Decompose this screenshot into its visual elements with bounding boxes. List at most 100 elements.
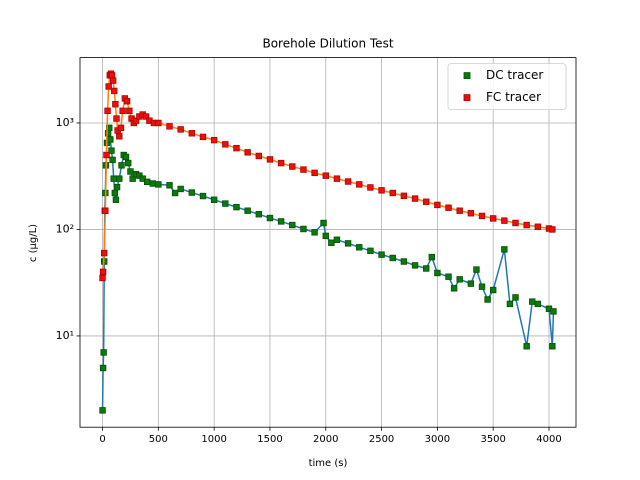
marker [320,219,327,227]
marker [199,192,207,200]
plot-area [99,70,557,414]
marker [266,156,274,163]
marker [489,215,497,222]
legend-label: FC tracer [486,90,541,104]
x-tick-label: 3500 [480,434,505,445]
x-tick-label: 4000 [536,434,561,445]
marker [108,147,115,154]
marker [367,247,374,255]
marker [255,152,263,160]
marker [445,204,452,211]
legend-marker [463,94,471,101]
marker [311,229,318,236]
marker [142,113,150,120]
marker [166,182,173,189]
chart-title: Borehole Dilution Test [262,37,393,51]
marker [344,178,352,185]
marker [119,107,126,115]
marker [506,300,514,308]
marker [322,172,329,179]
marker [129,175,136,182]
x-tick-label: 1500 [257,434,282,445]
legend-box [447,63,567,110]
marker [112,101,119,108]
x-tick-label: 0 [99,434,105,445]
marker [529,298,536,305]
marker [127,168,134,175]
marker [277,159,285,167]
marker [523,221,530,229]
marker [428,253,435,261]
marker [333,236,341,243]
marker [523,343,530,350]
marker [478,283,486,290]
marker [116,175,123,182]
marker [300,166,307,173]
marker [445,273,452,280]
marker [456,207,463,214]
marker [116,133,123,140]
marker [210,136,218,144]
marker [122,153,130,161]
marker [233,203,240,211]
marker [300,225,307,233]
marker [450,285,458,292]
marker [333,175,341,182]
x-tick-label: 2500 [369,434,394,445]
marker [126,107,133,115]
marker [484,296,491,303]
marker [266,214,274,222]
marker [378,187,385,194]
marker [311,169,318,177]
marker [110,175,117,182]
marker [512,294,519,301]
axes: 0 500 1000 1500 2000 2500 3000 3500 4000 10¹ 10² 10… [56,116,562,445]
marker [113,183,121,191]
marker [102,207,109,214]
marker [400,258,408,265]
marker [411,195,419,202]
marker [456,276,463,283]
marker [166,123,173,130]
marker [103,151,110,159]
y-tick-label: 10¹ [56,329,74,342]
marker [389,189,396,197]
marker [328,239,335,246]
marker [434,269,441,277]
marker [155,119,162,127]
x-tick-label: 500 [149,434,168,445]
legend-label: DC tracer [486,68,543,82]
marker [356,181,363,188]
marker [177,185,184,193]
marker [222,141,229,148]
marker [112,196,120,203]
marker [117,124,125,132]
marker [501,217,508,224]
marker [411,262,419,269]
marker [344,240,352,247]
legend: DC tracer FC tracer [447,63,567,110]
marker [188,189,196,196]
marker [109,156,116,164]
marker [111,189,119,197]
y-axis-label: c (µg/L) [28,224,39,262]
marker [289,163,296,170]
marker [143,178,151,186]
marker [244,207,251,214]
marker [101,249,108,257]
marker [549,343,556,350]
y-tick-label: 10² [56,222,74,235]
marker [100,349,107,356]
marker [389,254,396,262]
marker [149,180,156,187]
marker [113,115,120,122]
marker [478,212,486,220]
marker [199,133,207,141]
marker [99,364,107,372]
marker [233,144,240,152]
marker [512,219,519,227]
marker [104,130,112,137]
marker [118,162,125,169]
marker [132,117,140,124]
